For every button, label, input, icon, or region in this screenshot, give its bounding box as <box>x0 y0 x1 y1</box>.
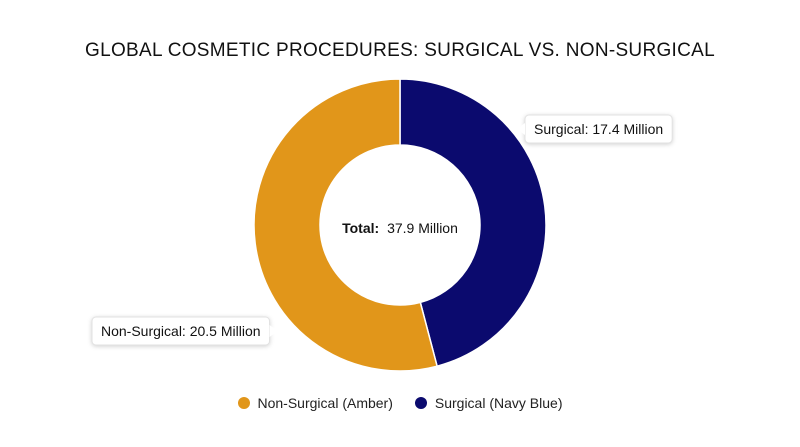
legend-label-surgical: Surgical (Navy Blue) <box>434 395 563 411</box>
callout-non-surgical: Non-Surgical: 20.5 Million <box>91 316 278 346</box>
callout-text-non-surgical: Non-Surgical: 20.5 Million <box>101 323 261 339</box>
legend-item-surgical[interactable]: Surgical (Navy Blue) <box>414 395 563 411</box>
donut-slices <box>253 78 547 372</box>
callout-pointer <box>269 325 278 337</box>
legend-swatch-surgical <box>414 397 427 409</box>
slice-surgical[interactable] <box>399 78 547 368</box>
legend: Non-Surgical (Amber) Surgical (Navy Blue… <box>0 395 800 411</box>
callout-pointer <box>517 123 525 135</box>
center-total-value: 37.9 Million <box>387 220 458 236</box>
center-total-key: Total: <box>342 220 379 236</box>
legend-swatch-non-surgical <box>237 397 250 409</box>
legend-label-non-surgical: Non-Surgical (Amber) <box>257 395 393 411</box>
callout-surgical: Surgical: 17.4 Million <box>517 114 673 144</box>
callout-text-surgical: Surgical: 17.4 Million <box>534 121 663 137</box>
chart-title: GLOBAL COSMETIC PROCEDURES: SURGICAL VS.… <box>85 40 715 61</box>
callouts: Surgical: 17.4 Million Non-Surgical: 20.5… <box>91 114 673 346</box>
legend-item-non-surgical[interactable]: Non-Surgical (Amber) <box>237 395 393 411</box>
center-total-label: Total: 37.9 Million <box>342 220 458 236</box>
slice-non-surgical[interactable] <box>253 78 439 372</box>
